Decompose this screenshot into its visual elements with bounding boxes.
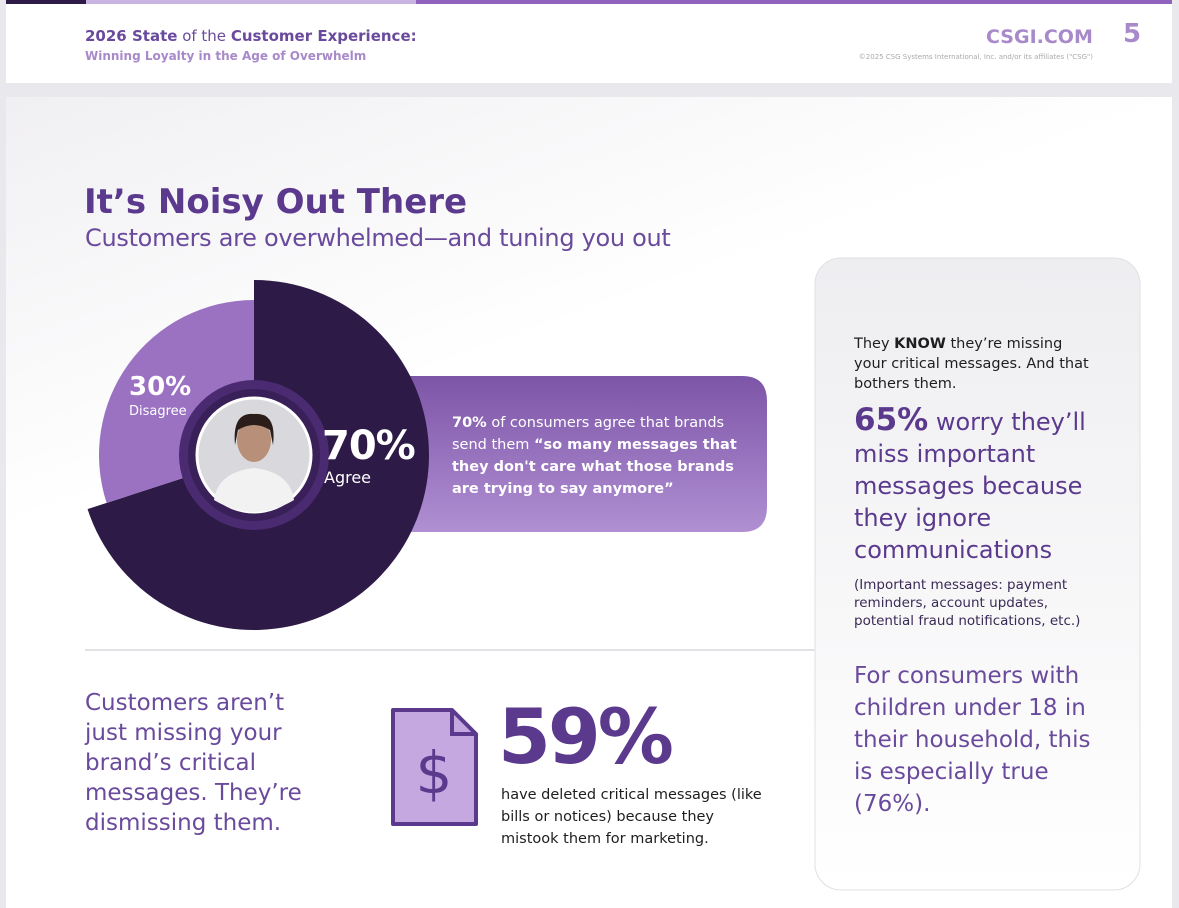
page-number: 5 — [1123, 19, 1142, 49]
callout-body: of consumers agree that brands send them — [452, 415, 725, 453]
panel-footer: For consumers with children under 18 in … — [854, 663, 1091, 817]
side-panel — [814, 257, 1141, 891]
stat-number: 65% — [854, 402, 929, 438]
svg-text:$: $ — [416, 739, 453, 807]
callout-text: 70% of consumers agree that brands send … — [452, 412, 752, 500]
bottom-lead: Customers aren’t just missing your brand… — [85, 690, 302, 836]
segment-name: Agree — [324, 468, 372, 487]
segment-label: 30% — [129, 372, 192, 402]
dollar-icon: $ — [391, 708, 478, 826]
title-bold: 2026 State — [85, 27, 178, 45]
callout-quote: “so many messages that they don't care w… — [452, 437, 737, 497]
panel-note: (Important messages: payment reminders, … — [854, 577, 1081, 629]
photo-face — [237, 418, 271, 462]
segment-name: Disagree — [129, 404, 187, 419]
header: 2026 State of the Customer Experience: W… — [6, 0, 1172, 83]
section-subtitle: Customers are overwhelmed—and tuning you… — [85, 224, 671, 252]
copyright: ©2025 CSG Systems International, Inc. an… — [858, 53, 1093, 61]
doc-title: 2026 State of the Customer Experience: — [85, 27, 417, 45]
intro-text: they’re missing your critical messages. … — [854, 336, 1089, 392]
callout-stat: 70% — [452, 415, 487, 431]
photo-body — [214, 468, 294, 512]
title-bold: Customer Experience: — [230, 27, 417, 45]
bottom-stat: 59% — [498, 692, 674, 781]
section-title: It’s Noisy Out There — [84, 182, 468, 222]
doc-subtitle: Winning Loyalty in the Age of Overwhelm — [85, 49, 367, 63]
intro-bold: KNOW — [894, 336, 946, 352]
site: CSGI.COM — [986, 26, 1093, 48]
panel-intro: They KNOW they’re missing your critical … — [854, 334, 1094, 394]
stat-text: worry they’ll miss important messages be… — [854, 408, 1086, 564]
photo-hair — [234, 413, 274, 445]
callout-box — [390, 376, 767, 532]
title-mid: of the — [177, 27, 231, 45]
bottom-text: have deleted critical messages (like bil… — [501, 787, 762, 847]
intro-text: They — [854, 336, 895, 352]
panel-stat: 65% worry they’ll miss important message… — [854, 404, 1124, 566]
segment-label: 70% — [322, 423, 416, 469]
